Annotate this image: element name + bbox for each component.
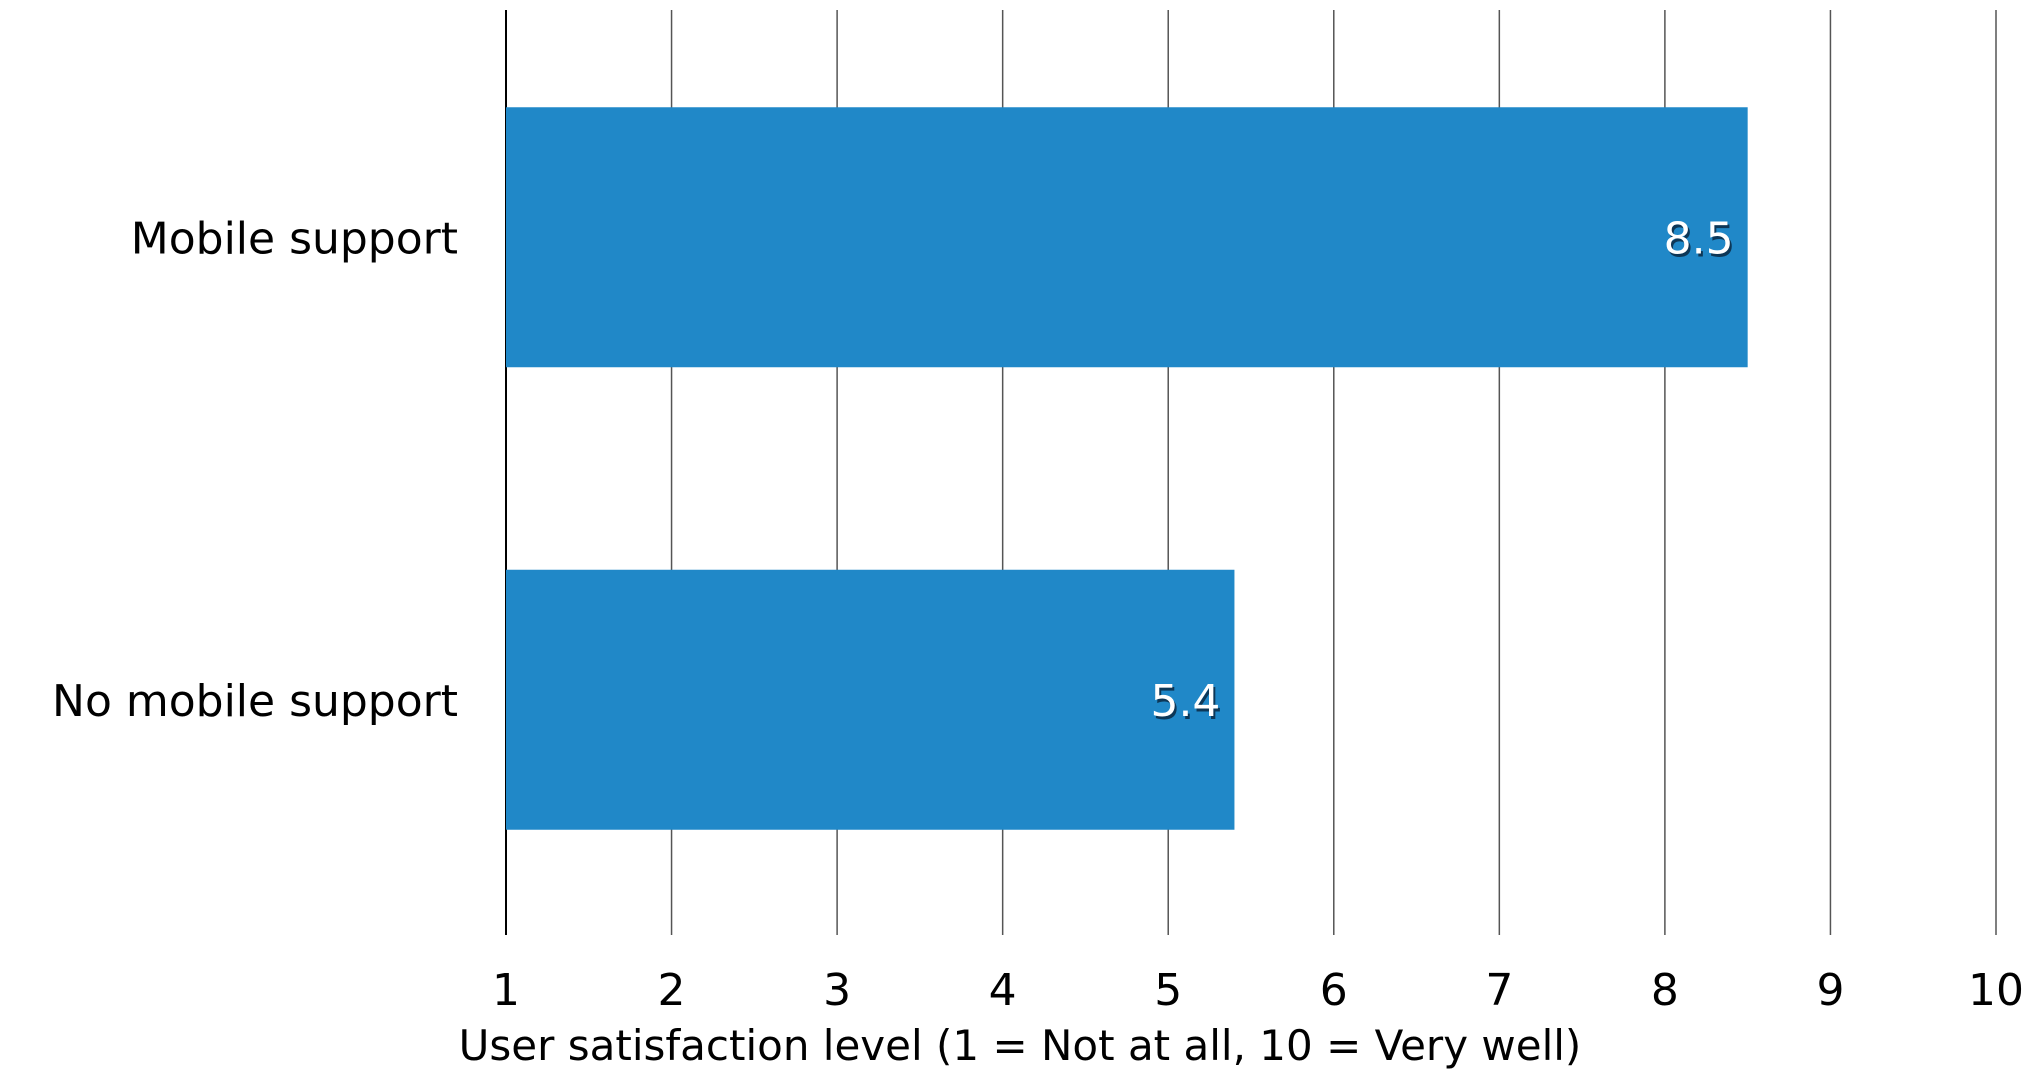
data-label: 8.5	[1664, 213, 1734, 264]
data-label-shadow: 5.4	[1152, 679, 1222, 730]
x-tick-label: 10	[1968, 965, 2024, 1016]
x-tick-labels: 1 2 3 4 5 6 7 8 9 10	[492, 965, 2024, 1016]
x-tick-label: 4	[989, 965, 1017, 1016]
x-tick-label: 2	[658, 965, 686, 1016]
x-axis-title: User satisfaction level (1 = Not at all,…	[459, 1021, 1582, 1069]
x-tick-label: 5	[1154, 965, 1182, 1016]
x-tick-label: 8	[1651, 965, 1679, 1016]
bar-2	[506, 569, 1235, 830]
x-tick-label: 3	[823, 965, 851, 1016]
category-labels: Mobile support No mobile support	[52, 213, 458, 727]
bar-1	[506, 107, 1748, 368]
x-tick-label: 9	[1816, 965, 1844, 1016]
category-label: No mobile support	[52, 676, 458, 727]
x-tick-label: 6	[1320, 965, 1348, 1016]
category-label: Mobile support	[131, 213, 458, 264]
data-label-shadow: 8.5	[1666, 216, 1736, 267]
bars: 8.58.55.45.4	[506, 107, 1748, 830]
data-label: 5.4	[1150, 676, 1220, 727]
x-tick-label: 7	[1485, 965, 1513, 1016]
x-tick-label: 1	[492, 965, 520, 1016]
